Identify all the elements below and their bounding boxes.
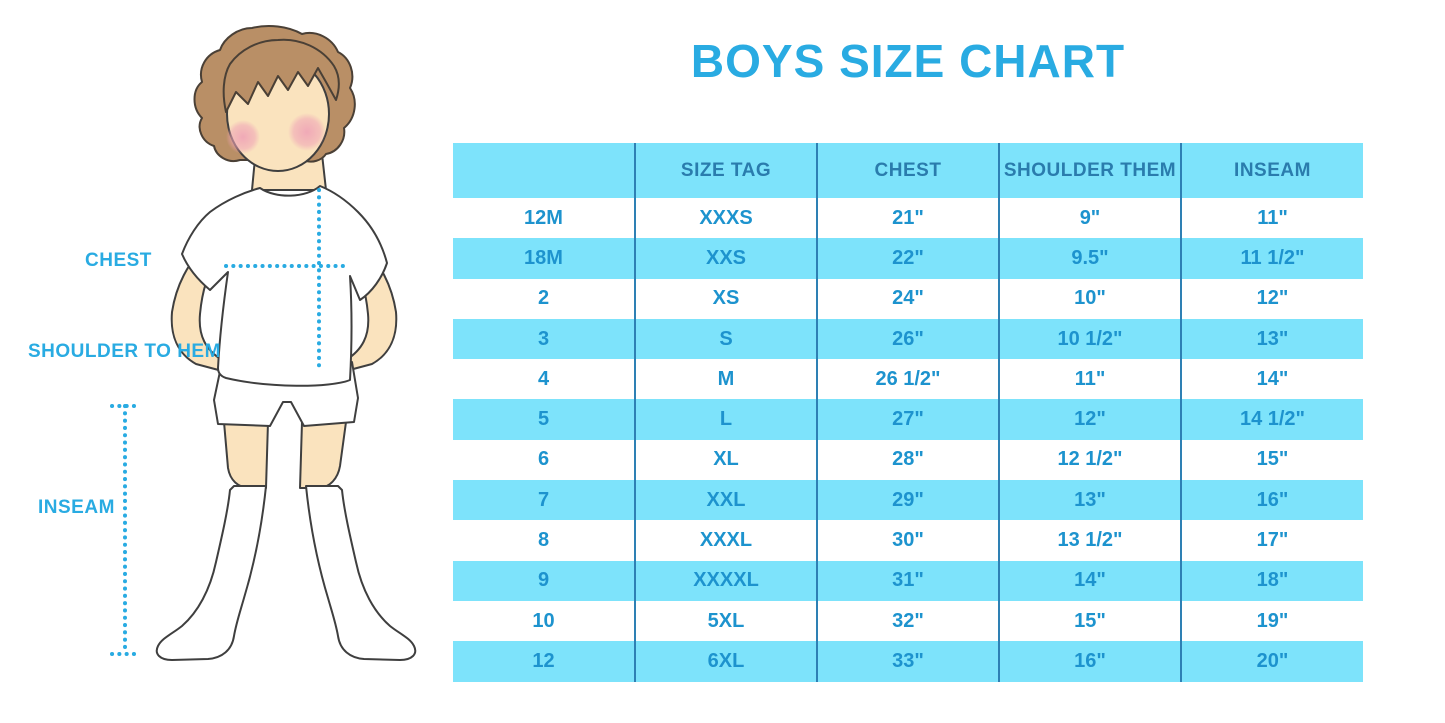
boy-illustration [110,25,417,661]
table-cell: 10 1/2" [998,318,1181,360]
boy-left-arm [170,245,227,373]
table-cell: XXXXL [634,560,817,601]
table-cell: 11" [1180,198,1363,239]
table-row: 10 5XL 32" 15" 19" [453,600,1363,642]
table-cell: 8 [537,529,550,552]
boy-left-cheek [226,120,260,154]
table-cell: 13" [1180,318,1363,360]
table-cell: 12M [524,206,563,229]
table-cell: 10 [532,609,555,632]
table-cell: 27" [816,399,999,440]
table-row: 12 6XL 33" 16" 20" [453,641,1363,682]
table-cell: 15" [998,600,1181,642]
table-cell: 20" [1180,641,1363,682]
table-row: 7 XXL 29" 13" 16" [453,480,1363,521]
column-header-blank [453,143,635,198]
table-cell: 12 1/2" [998,439,1181,481]
table-cell: 6 [537,448,550,471]
boy-left-thigh [223,421,269,489]
table-cell: 24" [816,278,999,319]
table-header: SIZE TAG CHEST SHOULDER THEM INSEAM [453,143,1363,198]
boy-right-cheek [288,113,326,151]
table-cell: XS [634,278,817,319]
table-cell: 30" [816,520,999,561]
table-cell: 12 [453,641,635,682]
table-cell: 9 [453,560,635,601]
table-cell: XXL [634,480,817,521]
table-cell: 7 [453,480,635,521]
table-cell: XXS [634,238,817,279]
table-cell: 14" [1180,359,1363,400]
table-row: 9 XXXXL 31" 14" 18" [453,560,1363,601]
table-cell: 18" [1180,560,1363,601]
inseam-measurement-label: INSEAM [38,497,115,518]
table-body: 12M XXXS 21" 9" 11" 18M XXS 22" 9.5" 11 1/2" 2 XS 24… [453,198,1363,682]
table-row: 12M XXXS 21" 9" 11" [453,198,1363,239]
table-cell: 2 [537,287,550,310]
column-header-inseam: INSEAM [1180,143,1363,198]
table-cell: S [634,318,817,360]
column-header-size-tag: SIZE TAG [634,143,817,198]
table-row: 5 L 27" 12" 14 1/2" [453,399,1363,440]
table-row: 18M XXS 22" 9.5" 11 1/2" [453,238,1363,279]
table-row: 2 XS 24" 10" 12" [453,278,1363,319]
table-cell: 11 1/2" [1180,238,1363,279]
table-row: 4 M 26 1/2" 11" 14" [453,359,1363,400]
table-header-row: SIZE TAG CHEST SHOULDER THEM INSEAM [453,143,1363,198]
page-title: BOYS SIZE CHART [690,35,1126,87]
table-cell: 13 1/2" [998,520,1181,561]
table-cell: XXXS [634,198,817,239]
table-cell: XL [634,439,817,481]
column-header-chest: CHEST [816,143,999,198]
table-cell: 11" [998,359,1181,400]
table-cell: 16" [998,641,1181,682]
table-cell: 9" [998,198,1181,239]
shoulder-to-hem-measurement-label: SHOULDER TO HEM [28,341,221,362]
chest-measurement-label: CHEST [85,250,152,271]
table-cell: 5 [453,399,635,440]
table-cell: 10" [998,278,1181,319]
table-cell: 26" [816,318,999,360]
table-cell: 4 [537,367,550,390]
table-cell: 33" [816,641,999,682]
table-row: 8 XXXL 30" 13 1/2" 17" [453,520,1363,561]
table-cell: M [634,359,817,400]
boy-right-thigh [299,421,347,489]
table-row: 6 XL 28" 12 1/2" 15" [453,439,1363,481]
table-cell: L [634,399,817,440]
table-cell: 17" [1180,520,1363,561]
table-cell: 28" [816,439,999,481]
table-cell: 15" [1180,439,1363,481]
table-cell: 18M [453,238,635,279]
table-cell: 9.5" [998,238,1181,279]
table-cell: 32" [816,600,999,642]
table-cell: 22" [816,238,999,279]
table-cell: 5XL [634,600,817,642]
table-cell: 21" [816,198,999,239]
table-cell: 26 1/2" [816,359,999,400]
table-cell: 12" [998,399,1181,440]
table-cell: 6XL [634,641,817,682]
boy-tshirt [181,185,388,387]
table-cell: 31" [816,560,999,601]
table-cell: 16" [1180,480,1363,521]
table-cell: 14" [998,560,1181,601]
table-cell: 14 1/2" [1180,399,1363,440]
column-header-shoulder-them: SHOULDER THEM [998,143,1181,198]
table-cell: 19" [1180,600,1363,642]
size-chart-table: SIZE TAG CHEST SHOULDER THEM INSEAM 12M X… [453,143,1363,682]
boy-right-sock [305,485,417,661]
boy-hair-fringe [222,38,340,113]
table-cell: XXXL [634,520,817,561]
table-cell: 3 [453,318,635,360]
table-cell: 12" [1180,278,1363,319]
table-cell: 29" [816,480,999,521]
table-row: 3 S 26" 10 1/2" 13" [453,318,1363,360]
boy-left-sock [155,485,267,661]
table-cell: 13" [998,480,1181,521]
